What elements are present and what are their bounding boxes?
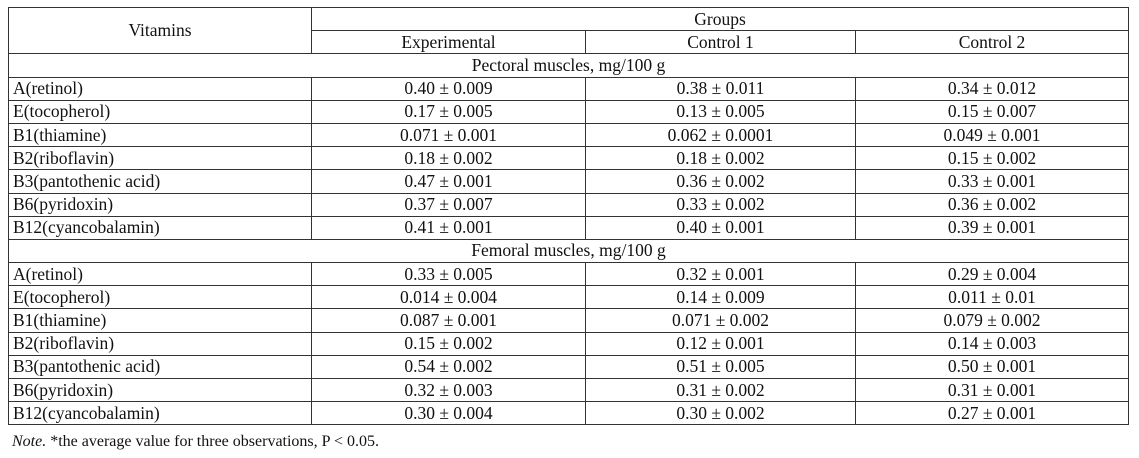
- value-cell: 0.30 ± 0.002: [585, 401, 856, 426]
- vitamin-name-cell: B12(cyancobalamin): [8, 215, 312, 240]
- section-row: Pectoral muscles, mg/100 g: [7, 53, 1130, 78]
- value-cell: 0.33 ± 0.002: [585, 192, 856, 217]
- table-row: B2(riboflavin) 0.15 ± 0.002 0.12 ± 0.001 0.…: [8, 331, 1130, 356]
- header-row-groups: Vitamins Groups: [8, 6, 1130, 55]
- value-cell: 0.062 ± 0.0001: [585, 122, 856, 148]
- table-row: B6(pyridoxin) 0.32 ± 0.003 0.31 ± 0.002 0.3…: [8, 377, 1130, 403]
- vitamin-name-cell: A(retinol): [8, 262, 312, 287]
- table-row: B3(pantothenic acid) 0.54 ± 0.002 0.51 ± 0…: [8, 354, 1130, 380]
- value-cell: 0.50 ± 0.001: [854, 354, 1130, 380]
- column-header-control-1: Control 1: [585, 30, 856, 55]
- value-cell: 0.32 ± 0.001: [585, 262, 856, 287]
- value-cell: 0.18 ± 0.002: [585, 146, 856, 171]
- value-cell: 0.40 ± 0.001: [585, 215, 856, 240]
- table-row: B12(cyancobalamin) 0.41 ± 0.001 0.40 ± 0.0…: [8, 215, 1130, 240]
- value-cell: 0.071 ± 0.001: [311, 122, 586, 148]
- vitamin-name-cell: B1(thiamine): [8, 308, 312, 333]
- value-cell: 0.13 ± 0.005: [585, 99, 856, 124]
- vitamin-name-cell: B6(pyridoxin): [8, 192, 312, 217]
- value-cell: 0.29 ± 0.004: [854, 262, 1130, 287]
- value-cell: 0.34 ± 0.012: [854, 76, 1130, 101]
- groups-column-header: Groups: [310, 6, 1130, 32]
- table-row: A(retinol) 0.40 ± 0.009 0.38 ± 0.011 0.34 ±…: [8, 76, 1130, 101]
- vitamin-name-cell: B1(thiamine): [8, 122, 312, 148]
- vitamin-name-cell: E(tocopherol): [8, 285, 312, 310]
- value-cell: 0.33 ± 0.005: [311, 262, 586, 287]
- table-row: B6(pyridoxin) 0.37 ± 0.007 0.33 ± 0.002 0.3…: [8, 192, 1130, 217]
- column-header-control-2: Control 2: [854, 30, 1130, 55]
- vitamin-name-cell: B6(pyridoxin): [8, 377, 312, 403]
- vitamin-name-cell: B3(pantothenic acid): [8, 354, 312, 380]
- value-cell: 0.30 ± 0.004: [311, 401, 586, 426]
- value-cell: 0.014 ± 0.004: [311, 285, 586, 310]
- value-cell: 0.31 ± 0.001: [854, 377, 1130, 403]
- table-header: Vitamins Groups Experimental Control 1 C…: [8, 6, 1130, 55]
- value-cell: 0.32 ± 0.003: [311, 377, 586, 403]
- value-cell: 0.33 ± 0.001: [854, 169, 1130, 194]
- header-row-columns: Experimental Control 1 Control 2: [9, 30, 1130, 55]
- value-cell: 0.14 ± 0.003: [854, 331, 1130, 356]
- value-cell: 0.36 ± 0.002: [854, 192, 1130, 217]
- table-row: B1(thiamine) 0.071 ± 0.001 0.062 ± 0.0001 0…: [8, 122, 1130, 148]
- value-cell: 0.049 ± 0.001: [854, 122, 1130, 148]
- value-cell: 0.15 ± 0.007: [854, 99, 1130, 124]
- vitamins-table: Vitamins Groups Experimental Control 1 C…: [7, 6, 1130, 426]
- value-cell: 0.31 ± 0.002: [585, 377, 856, 403]
- vitamin-name-cell: E(tocopherol): [8, 99, 312, 124]
- note-label: Note.: [12, 433, 47, 450]
- column-header-experimental: Experimental: [311, 30, 586, 55]
- table-body: Pectoral muscles, mg/100 g A(retinol) 0.40…: [7, 53, 1130, 426]
- value-cell: 0.071 ± 0.002: [585, 308, 856, 333]
- table-row: E(tocopherol) 0.014 ± 0.004 0.14 ± 0.009 0.…: [8, 285, 1130, 310]
- section-row: Femoral muscles, mg/100 g: [7, 238, 1130, 264]
- value-cell: 0.011 ± 0.01: [854, 285, 1130, 310]
- table-row: A(retinol) 0.33 ± 0.005 0.32 ± 0.001 0.29 ±…: [8, 262, 1130, 287]
- value-cell: 0.47 ± 0.001: [311, 169, 586, 194]
- value-cell: 0.27 ± 0.001: [854, 401, 1130, 426]
- value-cell: 0.41 ± 0.001: [311, 215, 586, 240]
- value-cell: 0.51 ± 0.005: [585, 354, 856, 380]
- vitamin-name-cell: B3(pantothenic acid): [8, 169, 312, 194]
- section-title: Pectoral muscles, mg/100 g: [7, 53, 1130, 78]
- value-cell: 0.36 ± 0.002: [585, 169, 856, 194]
- table-row: B2(riboflavin) 0.18 ± 0.002 0.18 ± 0.002 0.…: [8, 146, 1130, 171]
- section-title: Femoral muscles, mg/100 g: [7, 238, 1130, 264]
- value-cell: 0.39 ± 0.001: [854, 215, 1130, 240]
- value-cell: 0.18 ± 0.002: [311, 146, 586, 171]
- value-cell: 0.079 ± 0.002: [854, 308, 1130, 333]
- table-note: Note. *the average value for three obser…: [12, 432, 379, 452]
- vitamin-name-cell: B2(riboflavin): [8, 146, 312, 171]
- table-row: E(tocopherol) 0.17 ± 0.005 0.13 ± 0.005 0.1…: [8, 99, 1130, 124]
- table-row: B1(thiamine) 0.087 ± 0.001 0.071 ± 0.002 0.…: [8, 308, 1130, 333]
- value-cell: 0.14 ± 0.009: [585, 285, 856, 310]
- table-row: B12(cyancobalamin) 0.30 ± 0.004 0.30 ± 0.0…: [8, 401, 1130, 426]
- table-row: B3(pantothenic acid) 0.47 ± 0.001 0.36 ± 0…: [8, 169, 1130, 194]
- value-cell: 0.40 ± 0.009: [311, 76, 586, 101]
- vitamin-name-cell: A(retinol): [8, 76, 312, 101]
- value-cell: 0.37 ± 0.007: [311, 192, 586, 217]
- value-cell: 0.15 ± 0.002: [854, 146, 1130, 171]
- value-cell: 0.54 ± 0.002: [311, 354, 586, 380]
- note-text: *the average value for three observation…: [46, 433, 379, 450]
- value-cell: 0.15 ± 0.002: [311, 331, 586, 356]
- value-cell: 0.38 ± 0.011: [585, 76, 856, 101]
- value-cell: 0.087 ± 0.001: [311, 308, 586, 333]
- vitamins-column-header: Vitamins: [8, 6, 312, 55]
- value-cell: 0.17 ± 0.005: [311, 99, 586, 124]
- vitamin-name-cell: B12(cyancobalamin): [8, 401, 312, 426]
- value-cell: 0.12 ± 0.001: [585, 331, 856, 356]
- vitamin-name-cell: B2(riboflavin): [8, 331, 312, 356]
